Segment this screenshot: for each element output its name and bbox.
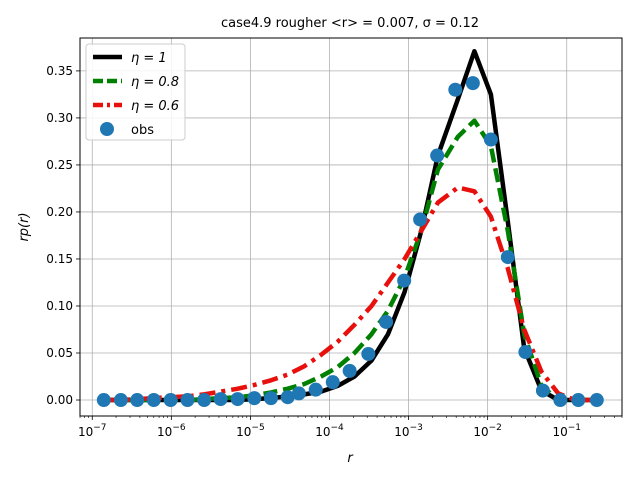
obs-point (263, 391, 278, 406)
obs-point (483, 132, 498, 147)
legend-label: η = 0.8 (131, 75, 179, 90)
y-axis-label: rp(r) (17, 212, 32, 241)
legend-marker (100, 122, 114, 136)
chart-title: case4.9 rougher <r> = 0.007, σ = 0.12 (221, 16, 479, 31)
series-line-1 (103, 118, 593, 403)
x-tick-label: 10−6 (157, 423, 186, 439)
x-tick-label: 10−7 (78, 423, 107, 439)
plot-frame (79, 37, 623, 417)
legend-label: η = 0.6 (131, 99, 179, 114)
obs-point (379, 314, 394, 329)
obs-point (465, 76, 480, 91)
obs-point (430, 148, 445, 163)
y-tick-label: 0.00 (46, 393, 73, 407)
obs-point (500, 250, 515, 265)
x-tick-label: 10−3 (394, 423, 423, 439)
obs-point (163, 393, 178, 408)
y-tick-label: 0.25 (46, 158, 73, 172)
obs-point (146, 393, 161, 408)
y-tick-label: 0.30 (46, 111, 73, 125)
obs-point (230, 392, 245, 407)
y-tick-label: 0.05 (46, 346, 73, 360)
obs-point (571, 393, 586, 408)
obs-point (518, 345, 533, 360)
x-tick-label: 10−1 (552, 423, 581, 439)
obs-point (247, 391, 262, 406)
obs-point (397, 273, 412, 288)
y-tick-label: 0.20 (46, 205, 73, 219)
obs-point (280, 390, 295, 405)
obs-point (325, 375, 340, 390)
obs-point (291, 386, 306, 401)
grid (80, 38, 622, 416)
legend-label: obs (131, 123, 154, 138)
obs-point (535, 383, 550, 398)
obs-point (96, 393, 111, 408)
obs-point (448, 82, 463, 97)
obs-point (589, 393, 604, 408)
obs-point (308, 382, 323, 397)
obs-point (553, 393, 568, 408)
obs-point (213, 392, 228, 407)
obs-point (361, 346, 376, 361)
x-tick-label: 10−2 (473, 423, 502, 439)
x-tick-label: 10−4 (315, 423, 344, 439)
obs-point (113, 393, 128, 408)
x-axis-ticks: 10−7 10−6 10−5 10−4 10−3 10−2 10−1 (78, 416, 623, 439)
series-line-2 (103, 185, 593, 403)
x-tick-label: 10−5 (236, 423, 265, 439)
legend: η = 1 η = 0.8 η = 0.6 obs (85, 43, 186, 141)
legend-box (85, 43, 186, 141)
y-tick-label: 0.35 (46, 64, 73, 78)
obs-point (197, 393, 212, 408)
obs-point (130, 393, 145, 408)
obs-point (180, 393, 195, 408)
obs-point (413, 212, 428, 227)
obs-markers (96, 76, 604, 408)
y-tick-label: 0.15 (46, 252, 73, 266)
x-axis-label: r (347, 451, 354, 466)
legend-label: η = 1 (131, 51, 167, 66)
y-axis-ticks: 0.00 0.05 0.10 0.15 0.20 0.25 0.30 0.35 (46, 64, 80, 407)
y-tick-label: 0.10 (46, 299, 73, 313)
obs-point (342, 363, 357, 378)
